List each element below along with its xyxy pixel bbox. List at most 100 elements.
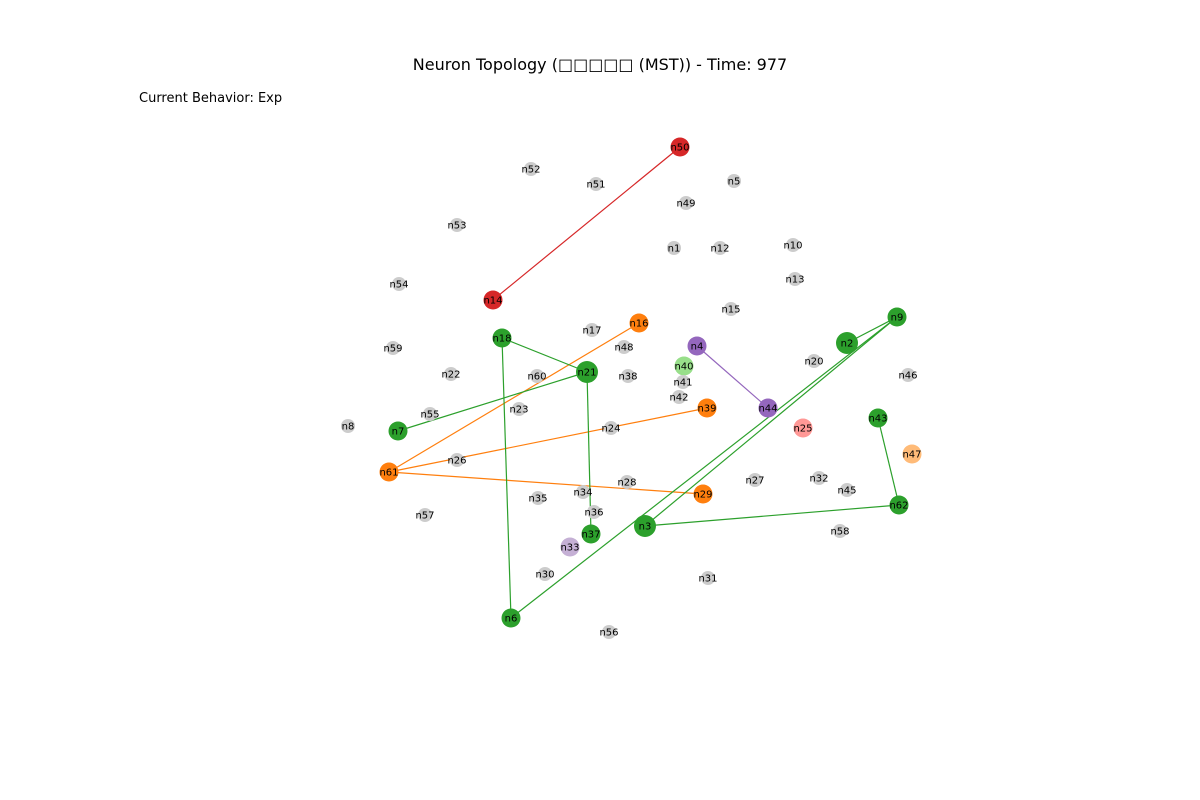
node-label-n32: n32 (809, 474, 828, 485)
node-n35: n35 (528, 491, 547, 505)
node-label-n25: n25 (793, 424, 812, 435)
node-n30: n30 (535, 567, 554, 581)
node-n58: n58 (830, 524, 849, 538)
node-n57: n57 (415, 508, 434, 522)
node-label-n21: n21 (577, 368, 596, 379)
edge-n18-n6 (502, 338, 511, 618)
node-n50: n50 (670, 138, 689, 157)
node-n34: n34 (573, 485, 592, 499)
node-n52: n52 (521, 162, 540, 176)
node-label-n42: n42 (669, 393, 688, 404)
node-n2: n2 (836, 332, 858, 354)
node-label-n16: n16 (629, 319, 648, 330)
node-n49: n49 (676, 196, 695, 210)
node-label-n38: n38 (618, 372, 637, 383)
node-label-n33: n33 (560, 543, 579, 554)
node-label-n9: n9 (891, 313, 904, 324)
edge-layer (389, 147, 899, 618)
node-n43: n43 (868, 409, 887, 428)
node-n22: n22 (441, 367, 460, 381)
node-n38: n38 (618, 369, 637, 383)
node-label-n50: n50 (670, 143, 689, 154)
node-n25: n25 (793, 419, 812, 438)
node-label-n61: n61 (379, 468, 398, 479)
node-label-n49: n49 (676, 199, 695, 210)
node-n6: n6 (502, 609, 521, 628)
node-n32: n32 (809, 471, 828, 485)
node-n1: n1 (667, 241, 681, 255)
node-label-n52: n52 (521, 165, 540, 176)
node-label-n7: n7 (392, 427, 405, 438)
node-n47: n47 (902, 445, 921, 464)
node-label-n13: n13 (785, 275, 804, 286)
node-n40: n40 (674, 357, 693, 376)
node-n4: n4 (688, 337, 707, 356)
node-n24: n24 (601, 421, 620, 435)
node-label-n4: n4 (691, 342, 704, 353)
node-n27: n27 (745, 473, 764, 487)
node-n14: n14 (483, 291, 502, 310)
node-label-n10: n10 (783, 241, 802, 252)
node-n62: n62 (889, 496, 908, 515)
node-n42: n42 (669, 390, 688, 404)
node-label-n35: n35 (528, 494, 547, 505)
node-n12: n12 (710, 241, 729, 255)
node-n18: n18 (492, 329, 511, 348)
node-label-n36: n36 (584, 508, 603, 519)
node-label-n15: n15 (721, 305, 740, 316)
node-label-n31: n31 (698, 574, 717, 585)
node-label-n20: n20 (804, 357, 823, 368)
node-label-n40: n40 (674, 362, 693, 373)
node-n46: n46 (898, 368, 917, 382)
node-n36: n36 (584, 505, 603, 519)
node-n17: n17 (582, 323, 601, 337)
node-label-n28: n28 (617, 478, 636, 489)
node-n48: n48 (614, 340, 633, 354)
node-n5: n5 (727, 174, 741, 188)
node-n60: n60 (527, 369, 546, 383)
node-label-n56: n56 (599, 628, 618, 639)
edge-n18-n21 (502, 338, 587, 372)
node-label-n60: n60 (527, 372, 546, 383)
node-label-n54: n54 (389, 280, 408, 291)
node-n28: n28 (617, 475, 636, 489)
node-label-n51: n51 (586, 180, 605, 191)
node-label-n45: n45 (837, 486, 856, 497)
node-label-n47: n47 (902, 450, 921, 461)
node-label-n18: n18 (492, 334, 511, 345)
node-n44: n44 (758, 399, 777, 418)
node-n31: n31 (698, 571, 717, 585)
edge-n21-n7 (398, 372, 587, 431)
node-label-n53: n53 (447, 221, 466, 232)
node-n56: n56 (599, 625, 618, 639)
node-label-n14: n14 (483, 296, 502, 307)
node-n16: n16 (629, 314, 648, 333)
node-n55: n55 (420, 407, 439, 421)
node-label-n2: n2 (841, 339, 854, 350)
node-label-n57: n57 (415, 511, 434, 522)
node-label-n37: n37 (581, 530, 600, 541)
node-label-n8: n8 (342, 422, 355, 433)
node-n10: n10 (783, 238, 802, 252)
node-label-n17: n17 (582, 326, 601, 337)
node-label-n59: n59 (383, 344, 402, 355)
edge-n9-n3 (645, 317, 897, 526)
node-n61: n61 (379, 463, 398, 482)
node-n54: n54 (389, 277, 408, 291)
node-label-n5: n5 (728, 177, 741, 188)
node-n7: n7 (389, 422, 408, 441)
node-label-n3: n3 (639, 522, 652, 533)
node-n9: n9 (888, 308, 907, 327)
node-label-n48: n48 (614, 343, 633, 354)
node-label-n62: n62 (889, 501, 908, 512)
node-n3: n3 (634, 515, 656, 537)
node-layer: n50 n52 n51 n5 n49 n53 n1 n12 n10 n13 n54 n14 n15 n9 n… (341, 138, 922, 640)
node-label-n34: n34 (573, 488, 592, 499)
node-n51: n51 (586, 177, 605, 191)
node-label-n29: n29 (693, 490, 712, 501)
edge-n16-n61 (389, 323, 639, 472)
node-label-n46: n46 (898, 371, 917, 382)
node-n26: n26 (447, 453, 466, 467)
node-n59: n59 (383, 341, 402, 355)
